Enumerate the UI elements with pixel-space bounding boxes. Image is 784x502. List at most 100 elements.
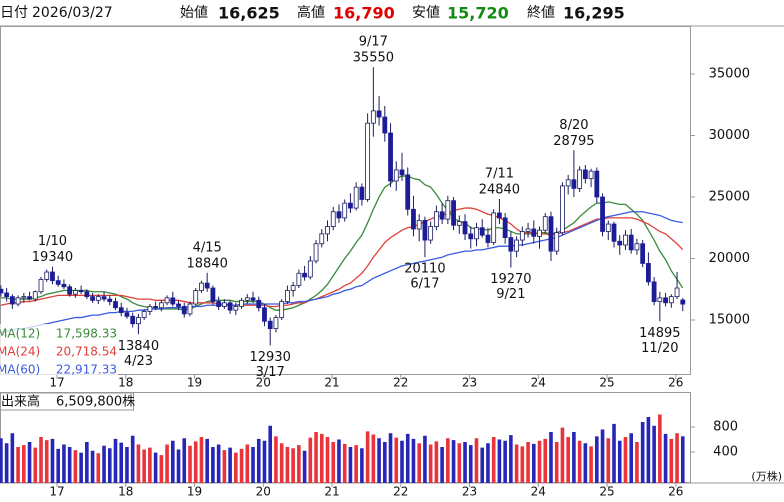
x-tick-label: 17 <box>49 376 64 390</box>
candle-body <box>290 285 296 291</box>
volume-bar <box>90 450 95 483</box>
annotation-date: 9/17 <box>359 35 388 50</box>
candle-body <box>411 208 416 230</box>
candle-body <box>95 296 101 301</box>
volume-bar <box>543 438 548 483</box>
y-tick-label: 25000 <box>709 189 750 204</box>
volume-bar <box>606 438 611 483</box>
volume-bar <box>520 446 525 483</box>
candle-body <box>55 280 61 285</box>
x-tick-label: 22 <box>393 376 408 390</box>
y-tick-label: 30000 <box>709 128 750 143</box>
candle-body <box>181 306 187 315</box>
volume-bar <box>62 444 66 483</box>
volume-bar <box>44 440 49 483</box>
candle-body <box>651 281 657 302</box>
legend-background <box>0 324 118 375</box>
candle-body <box>153 306 159 309</box>
volume-bar <box>411 438 416 483</box>
volume-bar <box>388 433 393 483</box>
candle-body <box>38 279 44 293</box>
volume-bar <box>234 452 238 483</box>
volume-bar <box>314 432 318 483</box>
volume-bar <box>589 446 593 483</box>
candle-body <box>359 186 365 200</box>
legend-name: MA(24) <box>0 345 40 359</box>
ma-line <box>0 207 684 308</box>
volume-bar <box>188 445 192 483</box>
candle-body <box>560 185 565 234</box>
volume-bar <box>617 440 622 483</box>
x-tick-label: 18 <box>118 376 133 390</box>
volume-bar <box>446 438 450 483</box>
candle-body <box>451 200 456 226</box>
volume-bar <box>434 441 439 483</box>
annotation-date: 4/15 <box>193 240 222 255</box>
candle-body <box>279 301 285 318</box>
candle-body <box>330 211 336 227</box>
volume-bar <box>463 442 467 483</box>
candle-body <box>72 290 78 295</box>
volume-bar <box>39 437 43 483</box>
volume-bar <box>503 440 507 483</box>
volume-bar <box>480 447 485 483</box>
candle-body <box>256 299 262 309</box>
candle-body <box>302 272 307 278</box>
legend-name: MA(12) <box>0 327 40 341</box>
volume-bar <box>302 450 307 483</box>
volume-bar <box>0 438 3 483</box>
annotation-date: 4/23 <box>124 354 153 369</box>
x-tick-label: 25 <box>599 485 614 499</box>
candle-body <box>531 228 537 237</box>
candle-body <box>307 260 313 278</box>
legend-value: 17,598.33 <box>56 327 117 341</box>
volume-bar <box>136 444 141 483</box>
volume-bar <box>79 452 83 483</box>
volume-bar <box>474 438 479 483</box>
volume-bar <box>337 439 341 483</box>
volume-bar <box>457 443 462 483</box>
candle-body <box>204 282 210 289</box>
candle-body <box>199 282 204 291</box>
annotation-value: 14895 <box>639 326 680 341</box>
volume-tick-label: 800 <box>713 420 738 435</box>
candle-body <box>605 223 611 232</box>
volume-bar <box>245 444 250 483</box>
y-tick-label: 20000 <box>709 251 750 266</box>
candle-body <box>353 186 359 209</box>
volume-bar <box>595 436 599 483</box>
volume-bar <box>56 448 60 483</box>
volume-bar <box>560 427 565 483</box>
candle-body <box>611 223 617 242</box>
candle-body <box>554 232 560 252</box>
candle-body <box>376 110 382 118</box>
candle-body <box>239 299 244 307</box>
candle-body <box>594 170 600 198</box>
annotation-date: 7/11 <box>485 166 514 181</box>
volume-bar <box>635 442 639 483</box>
candle-body <box>588 170 594 179</box>
volume-bar <box>182 438 187 483</box>
volume-bar <box>256 438 261 483</box>
candle-body <box>193 290 199 305</box>
volume-bar <box>268 425 273 483</box>
candle-body <box>319 233 325 245</box>
volume-bar <box>211 447 215 483</box>
date-value: 2026/03/27 <box>32 5 113 21</box>
candle-body <box>273 317 279 330</box>
volume-bar <box>652 425 656 483</box>
x-tick-label: 24 <box>531 376 546 390</box>
candle-body <box>514 239 519 252</box>
header-field-value: 16,625 <box>218 4 280 23</box>
volume-bar <box>675 433 679 483</box>
volume-bar <box>199 437 204 483</box>
x-tick-label: 25 <box>599 376 614 390</box>
candle-body <box>107 298 113 302</box>
candle-body <box>634 243 640 251</box>
x-tick-label: 21 <box>324 485 339 499</box>
candle-body <box>497 212 502 219</box>
candle-body <box>456 221 462 226</box>
candle-body <box>342 202 348 219</box>
x-tick-label: 21 <box>324 376 339 390</box>
